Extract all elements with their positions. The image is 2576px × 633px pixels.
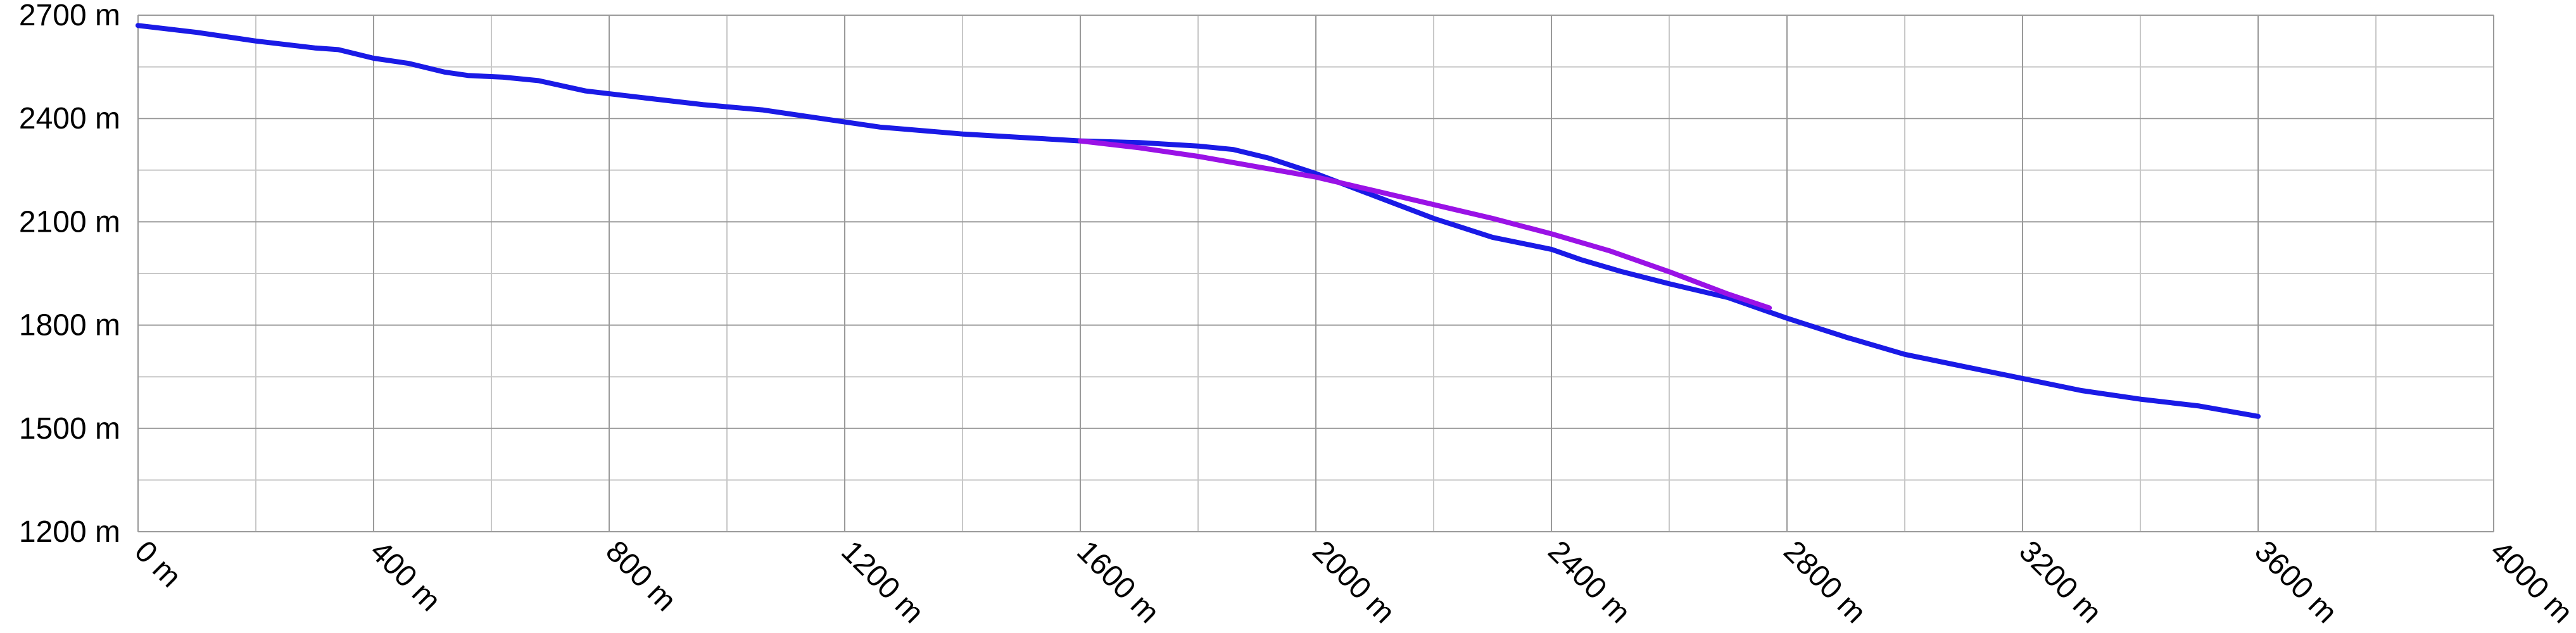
y-tick-label: 2700 m: [19, 0, 120, 32]
series-line-1: [136, 23, 2261, 419]
x-tick-label: 3600 m: [2248, 534, 2344, 630]
x-tick-label: 1600 m: [1070, 534, 1166, 630]
x-tick-label: 1200 m: [835, 534, 930, 630]
series-line-2: [1078, 138, 1772, 311]
y-axis-tick-labels: 1200 m 1500 m 1800 m 2100 m 2400 m 2700 m: [19, 0, 120, 549]
grid-lines: [137, 15, 2494, 532]
y-tick-label: 2400 m: [19, 102, 120, 135]
x-tick-label: 3200 m: [2012, 534, 2108, 630]
y-tick-label: 2100 m: [19, 205, 120, 239]
y-tick-label: 1500 m: [19, 412, 120, 446]
x-tick-label: 2400 m: [1541, 534, 1637, 630]
series-lines: [136, 23, 2261, 419]
x-tick-label: 4000 m: [2484, 534, 2576, 630]
x-tick-label: 2800 m: [1777, 534, 1872, 630]
x-tick-label: 800 m: [599, 534, 683, 618]
x-tick-label: 0 m: [128, 534, 187, 594]
y-tick-label: 1800 m: [19, 309, 120, 342]
x-axis-tick-labels: 0 m 400 m 800 m 1200 m 1600 m 2000 m 2400 m 280…: [128, 534, 2576, 630]
x-tick-label: 400 m: [363, 534, 447, 618]
x-tick-label: 2000 m: [1306, 534, 1401, 630]
y-tick-label: 1200 m: [19, 515, 120, 549]
